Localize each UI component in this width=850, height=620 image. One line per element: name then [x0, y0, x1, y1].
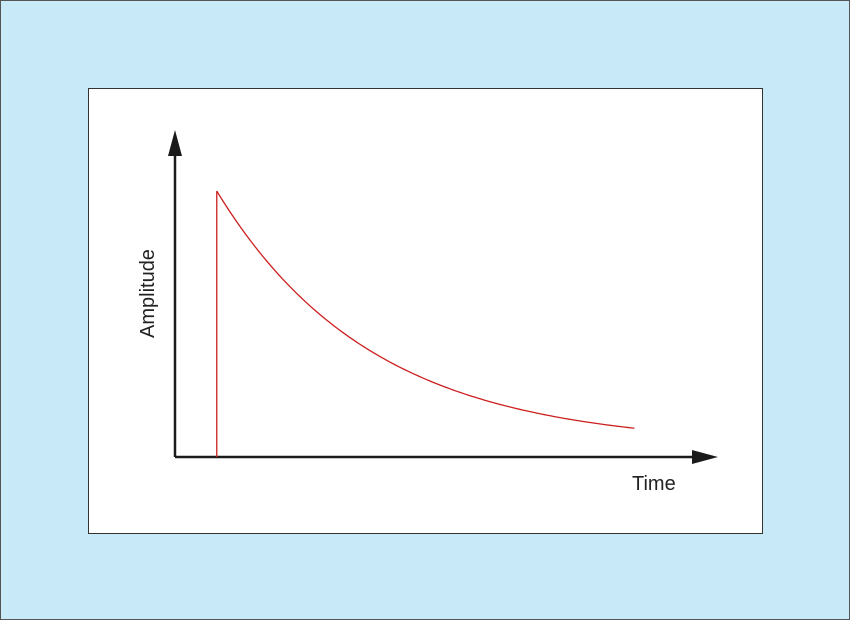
chart-panel [88, 88, 763, 534]
y-axis-label: Amplitude [137, 249, 159, 338]
axes [168, 130, 718, 464]
x-axis-arrowhead [692, 450, 718, 464]
series-line-decay [216, 190, 635, 429]
x-axis-label: Time [632, 473, 676, 495]
y-axis-arrowhead [168, 130, 182, 156]
